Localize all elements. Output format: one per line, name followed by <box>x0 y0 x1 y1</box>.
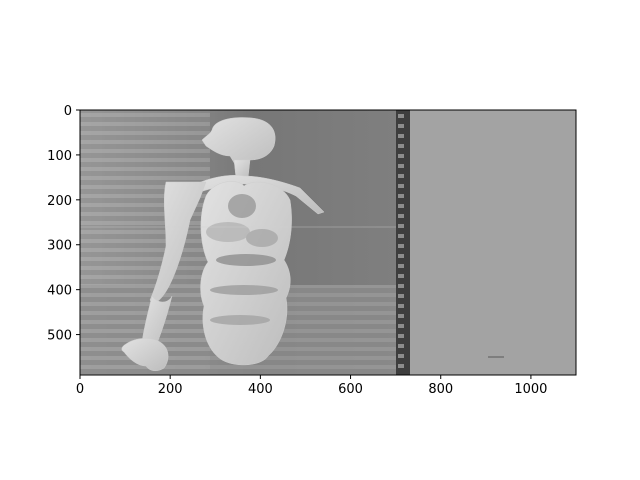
x-tick-label: 1000 <box>514 382 547 397</box>
arm-shape <box>149 181 207 304</box>
image-area <box>80 110 576 375</box>
y-tick-label: 500 <box>47 329 72 344</box>
y-axis: 0 100 200 300 400 500 <box>47 104 80 344</box>
x-tick-label: 200 <box>158 382 183 397</box>
forearm-shape <box>141 295 173 347</box>
x-tick-label: 600 <box>338 382 363 397</box>
band-notches <box>398 114 404 368</box>
x-tick-label: 0 <box>76 382 84 397</box>
hand-shape <box>121 338 169 371</box>
x-tick-label: 400 <box>248 382 273 397</box>
y-tick-label: 100 <box>47 149 72 164</box>
x-tick-label: 800 <box>428 382 453 397</box>
y-tick-label: 300 <box>47 239 72 254</box>
y-tick-label: 0 <box>64 104 72 119</box>
flat-region <box>410 110 576 375</box>
y-tick-label: 400 <box>47 284 72 299</box>
y-tick-label: 200 <box>47 194 72 209</box>
head-shape <box>201 117 276 169</box>
x-axis: 0 200 400 600 800 1000 <box>76 375 547 397</box>
axes-frame <box>79 109 577 376</box>
